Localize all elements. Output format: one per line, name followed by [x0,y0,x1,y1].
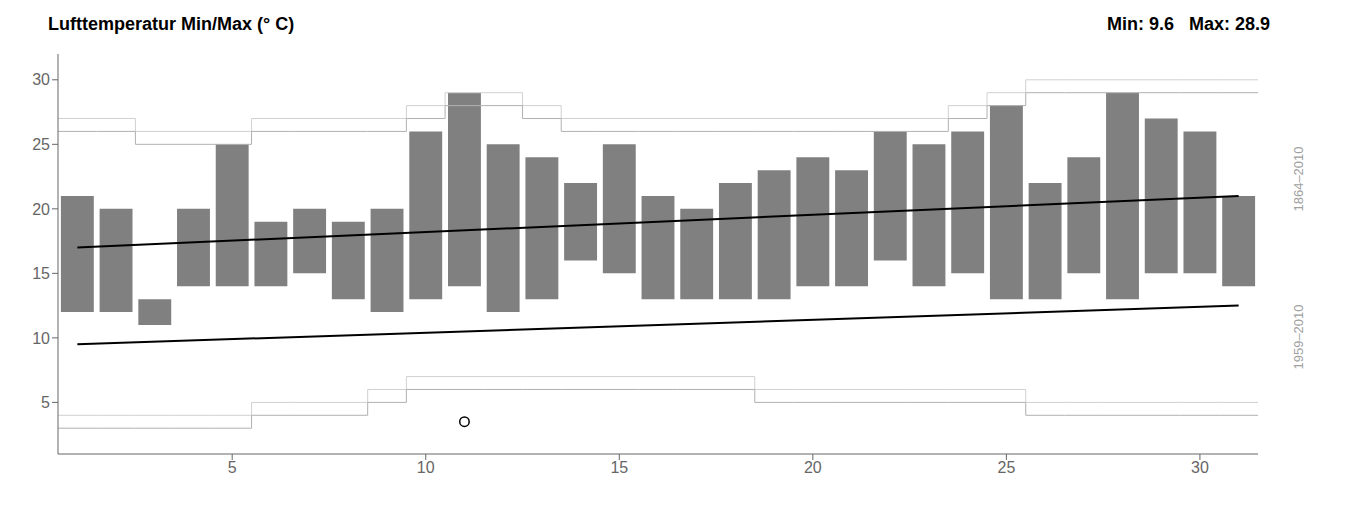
svg-text:10: 10 [417,459,435,476]
svg-text:10: 10 [32,330,50,347]
svg-text:25: 25 [32,136,50,153]
svg-text:25: 25 [997,459,1015,476]
svg-text:20: 20 [804,459,822,476]
svg-text:5: 5 [228,459,237,476]
svg-text:20: 20 [32,201,50,218]
html-text:1959–2010: 1959–2010 [1290,304,1306,369]
svg-text:15: 15 [32,265,50,282]
html-text:1864–2010: 1864–2010 [1290,146,1306,212]
html-text:Min: 9.6 Max: 28.9: Min: 9.6 Max: 28.9 [1106,14,1270,34]
svg-text:15: 15 [610,459,628,476]
svg-text:5: 5 [41,394,50,411]
svg-text:30: 30 [1191,459,1209,476]
html-text:Lufttemperatur Min/Max (° C): Lufttemperatur Min/Max (° C) [48,14,295,34]
svg-text:30: 30 [32,71,50,88]
